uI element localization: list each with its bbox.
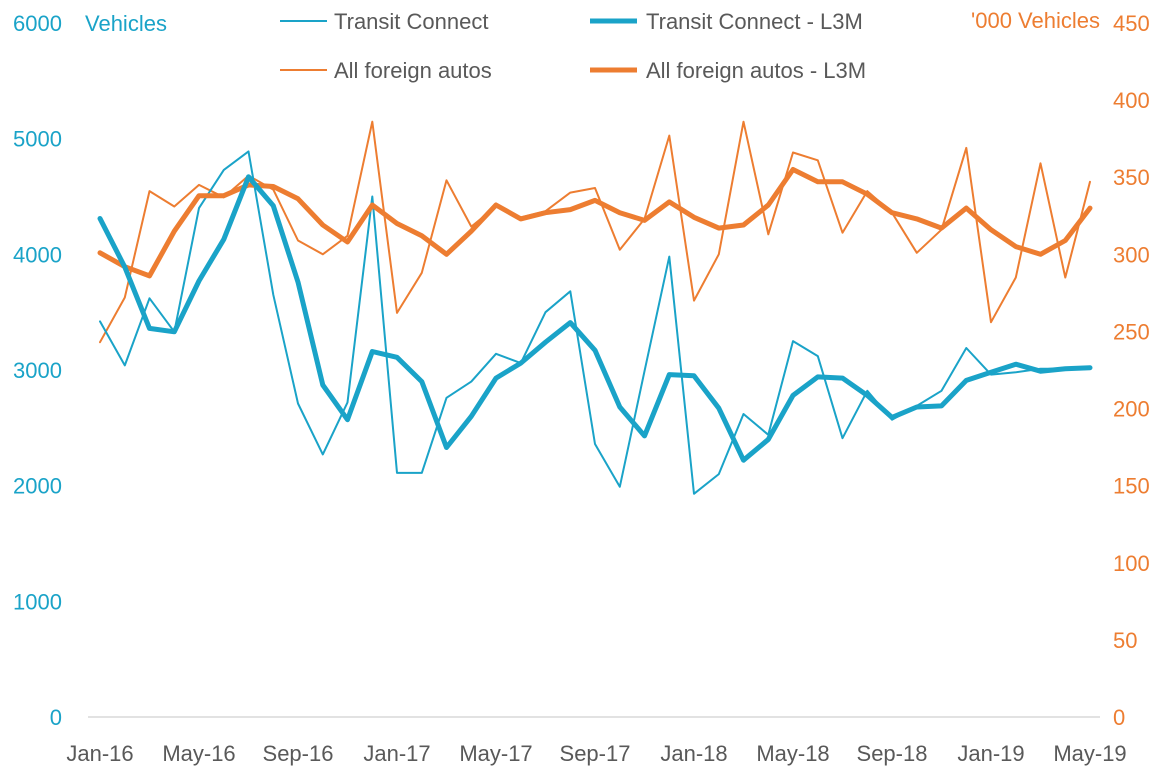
left-y-tick-label: 2000 <box>13 474 62 499</box>
x-tick-label: Jan-16 <box>66 741 133 766</box>
right-y-tick-label: 100 <box>1113 551 1150 576</box>
series-line-transit-connect-l3m <box>97 174 1093 463</box>
legend-label-transit-connect-l3m: Transit Connect - L3M <box>646 9 863 34</box>
x-tick-label: May-16 <box>162 741 235 766</box>
right-axis-title: '000 Vehicles <box>971 8 1100 33</box>
x-tick-label: May-17 <box>459 741 532 766</box>
x-tick-label: Sep-17 <box>560 741 631 766</box>
right-y-tick-label: 0 <box>1113 705 1125 730</box>
x-tick-label: Sep-18 <box>857 741 928 766</box>
left-y-tick-label: 0 <box>50 705 62 730</box>
x-tick-label: Sep-16 <box>263 741 334 766</box>
legend-label-all-foreign-autos-l3m: All foreign autos - L3M <box>646 58 866 83</box>
right-y-tick-label: 450 <box>1113 11 1150 36</box>
left-y-tick-label: 5000 <box>13 127 62 152</box>
x-tick-label: May-19 <box>1053 741 1126 766</box>
left-y-tick-label: 3000 <box>13 358 62 383</box>
right-y-tick-label: 250 <box>1113 319 1150 344</box>
series-line-all-foreign-autos-l3m <box>97 167 1093 279</box>
right-y-tick-label: 50 <box>1113 628 1137 653</box>
right-y-tick-label: 150 <box>1113 474 1150 499</box>
x-tick-label: Jan-19 <box>957 741 1024 766</box>
axes-layer: 0 1000 2000 3000 4000 5000 6000 0 50 100 150 200 250… <box>13 11 1150 766</box>
legend: Transit Connect Transit Connect - L3M Al… <box>280 9 866 83</box>
legend-label-transit-connect: Transit Connect <box>334 9 488 34</box>
right-y-tick-label: 300 <box>1113 242 1150 267</box>
left-y-tick-label: 6000 <box>13 11 62 36</box>
left-axis-title: Vehicles <box>85 11 167 36</box>
series-lines-layer <box>97 120 1093 495</box>
x-tick-label: May-18 <box>756 741 829 766</box>
left-y-tick-label: 1000 <box>13 589 62 614</box>
x-tick-label: Jan-18 <box>660 741 727 766</box>
x-tick-label: Jan-17 <box>363 741 430 766</box>
left-y-tick-label: 4000 <box>13 242 62 267</box>
series-line-transit-connect <box>99 150 1091 495</box>
right-y-tick-label: 400 <box>1113 88 1150 113</box>
right-y-tick-label: 350 <box>1113 165 1150 190</box>
legend-label-all-foreign-autos: All foreign autos <box>334 58 492 83</box>
right-y-tick-label: 200 <box>1113 397 1150 422</box>
